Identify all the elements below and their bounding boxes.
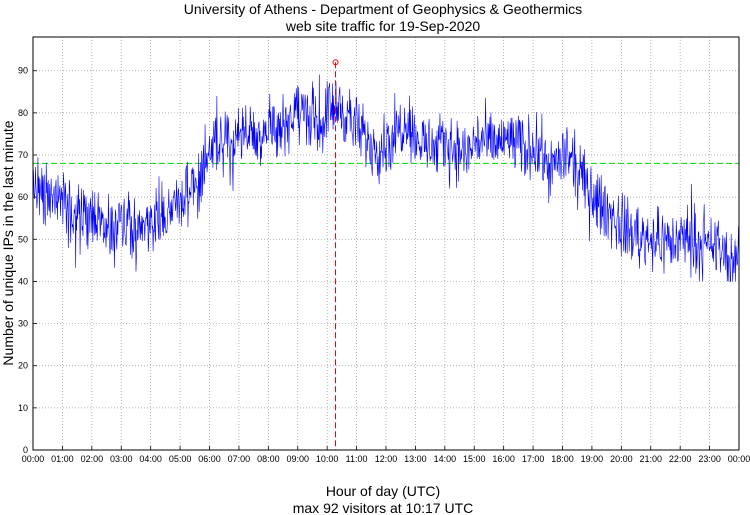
- x-tick-label: 23:00: [698, 454, 721, 464]
- y-tick-label: 0: [23, 445, 28, 455]
- chart-subtitle: web site traffic for 19-Sep-2020: [285, 18, 481, 34]
- x-tick-label: 09:00: [286, 454, 309, 464]
- x-tick-label: 05:00: [169, 454, 192, 464]
- x-tick-label: 07:00: [228, 454, 251, 464]
- x-tick-label: 22:00: [669, 454, 692, 464]
- x-tick-label: 02:00: [81, 454, 104, 464]
- y-tick-label: 20: [18, 361, 28, 371]
- y-axis-label: Number of unique IPs in the last minute: [0, 120, 16, 365]
- x-tick-label: 08:00: [257, 454, 280, 464]
- y-tick-label: 30: [18, 319, 28, 329]
- x-tick-label: 21:00: [639, 454, 662, 464]
- y-tick-label: 40: [18, 276, 28, 286]
- y-tick-label: 60: [18, 192, 28, 202]
- x-tick-label: 03:00: [110, 454, 133, 464]
- x-axis-label: Hour of day (UTC): [326, 483, 440, 499]
- series-group: [32, 74, 740, 282]
- max-marker-group: [332, 59, 339, 450]
- x-tick-label: 19:00: [581, 454, 604, 464]
- y-tick-label: 70: [18, 150, 28, 160]
- axis-ticks: 00:00 01:00 02:00 03:00 04:00 05:00 06:00 07:00…: [18, 66, 750, 464]
- x-tick-label: 04:00: [139, 454, 162, 464]
- y-tick-label: 50: [18, 234, 28, 244]
- plot-frame: [32, 36, 740, 451]
- x-tick-label: 00:00: [22, 454, 45, 464]
- x-tick-label: 12:00: [375, 454, 398, 464]
- x-tick-label: 11:00: [346, 454, 368, 464]
- y-tick-label: 10: [18, 403, 28, 413]
- grid: [33, 37, 739, 450]
- chart-title: University of Athens - Department of Geo…: [184, 1, 582, 17]
- x-tick-label: 01:00: [51, 454, 74, 464]
- x-tick-label: 16:00: [492, 454, 515, 464]
- y-tick-label: 90: [18, 66, 28, 76]
- x-tick-label: 18:00: [551, 454, 574, 464]
- max-point-marker: [332, 59, 339, 66]
- max-visitors-caption: max 92 visitors at 10:17 UTC: [293, 500, 474, 515]
- y-tick-label: 80: [18, 108, 28, 118]
- x-tick-label: 06:00: [198, 454, 221, 464]
- x-tick-label: 10:00: [316, 454, 339, 464]
- x-tick-label: 15:00: [463, 454, 486, 464]
- x-tick-label: 17:00: [522, 454, 545, 464]
- x-tick-label: 00:00: [728, 454, 750, 464]
- traffic-series-line: [32, 74, 740, 282]
- x-tick-label: 20:00: [610, 454, 633, 464]
- x-tick-label: 14:00: [434, 454, 457, 464]
- x-tick-label: 13:00: [404, 454, 427, 464]
